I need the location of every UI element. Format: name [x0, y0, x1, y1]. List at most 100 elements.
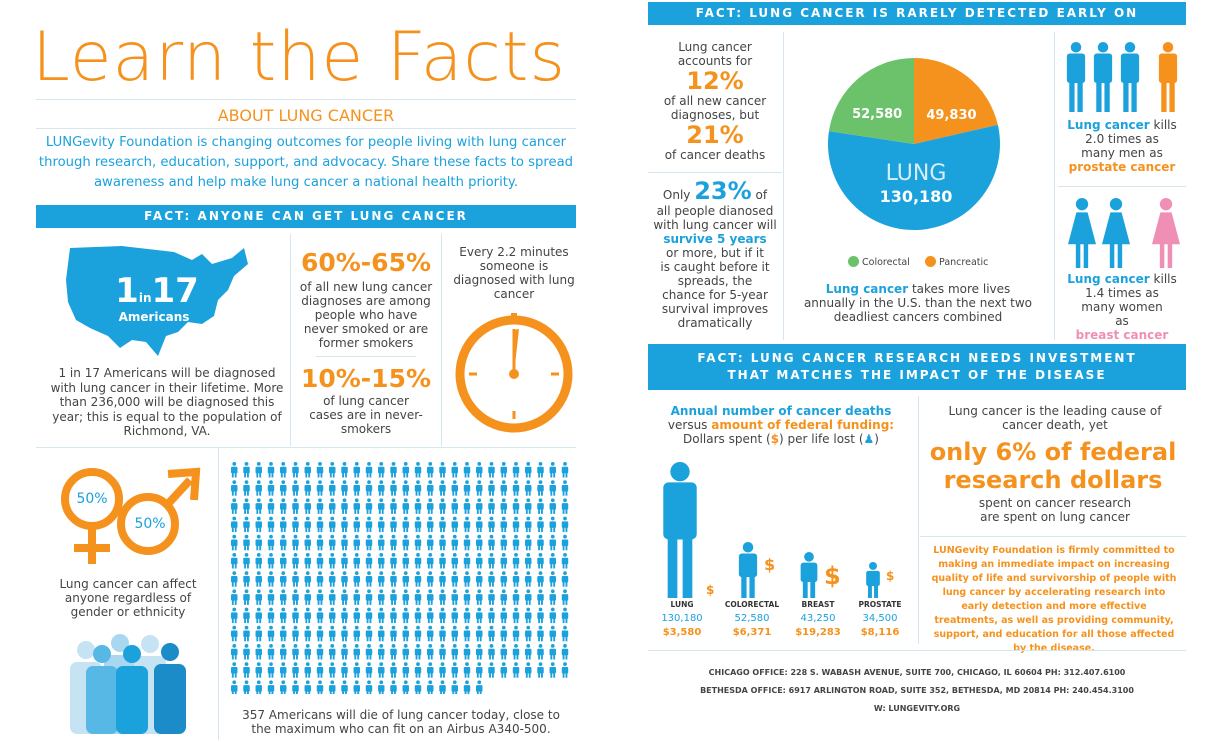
person-icon	[427, 644, 434, 660]
person-icon	[255, 498, 262, 514]
person-icon	[231, 644, 238, 660]
person-icon	[549, 625, 556, 642]
funding-versus: versus	[667, 418, 708, 432]
person-icon	[439, 534, 446, 551]
person-icon	[292, 607, 299, 624]
funding-figures: $ $ $ $	[663, 462, 894, 598]
person-icon	[304, 498, 311, 514]
person-icon	[292, 680, 299, 696]
person-icon	[463, 571, 471, 587]
person-icon	[255, 662, 262, 678]
person-icon	[414, 625, 422, 642]
person-icon	[292, 516, 299, 533]
person-icon	[292, 480, 299, 496]
person-icon	[451, 662, 458, 678]
person-icon	[402, 607, 409, 624]
stat-b-line1: all people dianosed with lung cancer wil…	[653, 204, 777, 232]
person-icon	[316, 644, 324, 660]
cancer-dollars: $19,283	[795, 627, 841, 638]
person-icon	[525, 625, 532, 642]
person-icon	[476, 625, 483, 642]
commitment-text: LUNGevity Foundation is firmly committed…	[931, 545, 1177, 654]
person-icon	[390, 644, 397, 660]
person-icon	[280, 607, 287, 624]
person-icon	[316, 662, 324, 678]
person-icon	[329, 644, 336, 660]
person-icon	[304, 607, 311, 624]
person-icon	[402, 516, 409, 533]
person-icon	[525, 480, 532, 496]
person-icon	[463, 662, 471, 678]
person-icon	[292, 462, 299, 478]
funding-amount: amount of federal funding:	[711, 418, 895, 432]
person-icon	[537, 625, 544, 642]
person-icon	[231, 553, 238, 569]
person-icon	[463, 498, 471, 514]
person-icon	[500, 553, 507, 569]
person-icon	[414, 534, 422, 551]
person-icon	[231, 480, 238, 496]
person-icon	[390, 462, 397, 478]
person-icon	[537, 516, 544, 533]
person-icon	[267, 644, 275, 660]
person-icon	[231, 589, 238, 605]
person-icon	[439, 607, 446, 624]
person-icon	[500, 498, 507, 514]
person-icon	[329, 662, 336, 678]
person-icon	[255, 553, 262, 569]
person-icon	[427, 516, 434, 533]
person-icon	[329, 625, 336, 642]
person-icon	[427, 480, 434, 496]
person-icon	[451, 498, 458, 514]
person-icon	[427, 625, 434, 642]
person-icon	[549, 571, 556, 587]
person-icon	[500, 571, 507, 587]
stat-b-of: of	[755, 188, 768, 202]
person-icon	[525, 589, 532, 605]
person-icon	[231, 571, 238, 587]
cancer-deaths: 130,180	[661, 613, 703, 624]
person-icon	[488, 480, 495, 496]
person-icon	[292, 498, 299, 514]
person-icon	[512, 662, 520, 678]
person-icon	[463, 607, 471, 624]
person-icon	[537, 589, 544, 605]
person-icon	[353, 589, 360, 605]
cancer-column-colorectal: COLORECTAL 52,580 $6,371	[720, 598, 784, 640]
person-icon	[304, 662, 311, 678]
person-icon	[451, 607, 458, 624]
legend-pancreatic-swatch	[925, 256, 936, 267]
person-icon	[267, 480, 275, 496]
person-icon	[439, 553, 446, 569]
person-icon	[280, 680, 287, 696]
women-lead: Lung cancer	[1067, 272, 1150, 286]
person-icon	[561, 589, 569, 605]
person-icon	[231, 462, 238, 478]
cancer-person-icon	[800, 552, 818, 598]
person-icon	[439, 680, 446, 696]
funding-end: )	[874, 432, 879, 446]
cancer-name: LUNG	[670, 600, 694, 609]
person-icon	[316, 480, 324, 496]
men-icon	[1064, 40, 1186, 114]
person-icon	[402, 589, 409, 605]
cancer-column-lung: LUNG 130,180 $3,580	[650, 598, 714, 640]
right-line2: spent on cancer research are spent on lu…	[978, 496, 1132, 524]
person-icon	[390, 534, 397, 551]
person-icon	[280, 571, 287, 587]
person-icon	[512, 534, 520, 551]
person-icon	[451, 625, 458, 642]
person-icon	[280, 516, 287, 533]
person-icon	[561, 534, 569, 551]
women-icon	[1066, 196, 1182, 270]
person-icon	[365, 462, 373, 478]
person-icon	[512, 644, 520, 660]
person-icon	[414, 571, 422, 587]
person-icon	[549, 462, 556, 478]
person-icon	[341, 516, 348, 533]
person-icon	[451, 680, 458, 696]
men-prostate: prostate cancer	[1068, 160, 1176, 174]
stat-b-only: Only	[662, 188, 691, 202]
person-icon	[414, 498, 422, 514]
person-icon	[488, 589, 495, 605]
